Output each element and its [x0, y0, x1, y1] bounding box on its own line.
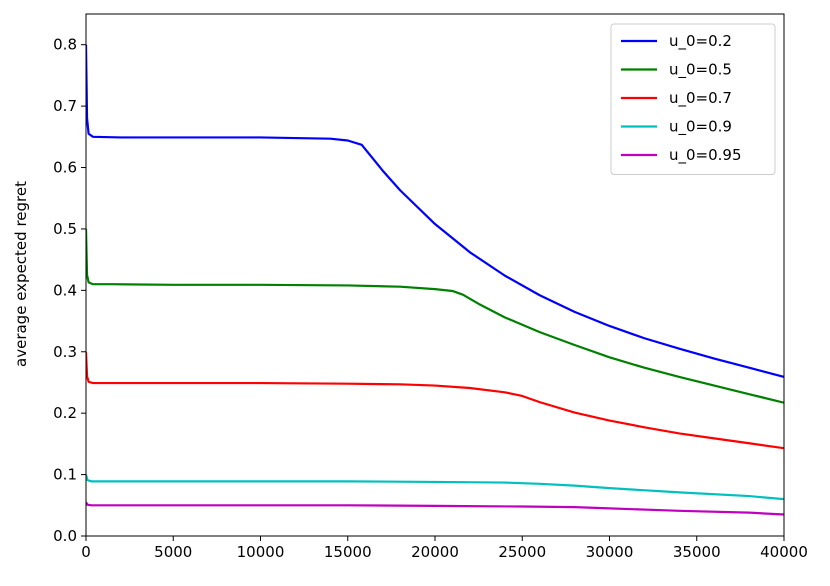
legend-label: u_0=0.9 — [669, 118, 732, 137]
series-line-2 — [86, 228, 784, 404]
legend-box — [610, 23, 776, 175]
x-tick-label: 30000 — [586, 543, 634, 561]
x-tick-label: 0 — [81, 543, 91, 561]
x-tick-label: 40000 — [760, 543, 808, 561]
series-line-3 — [86, 351, 784, 450]
x-tick-label: 15000 — [324, 543, 372, 561]
x-tick-label: 5000 — [154, 543, 192, 561]
y-tick-label: 0.2 — [53, 404, 77, 422]
legend-label: u_0=0.7 — [669, 89, 732, 108]
series-line-4 — [86, 474, 784, 501]
legend-label: u_0=0.2 — [669, 32, 732, 51]
series-line-5 — [86, 501, 784, 516]
y-tick-label: 0.3 — [53, 343, 77, 361]
legend-label: u_0=0.95 — [669, 146, 742, 165]
y-tick-label: 0.1 — [53, 466, 77, 484]
legend: u_0=0.2 u_0=0.5 u_0=0.7 u_0=0.9 u_0=0.95 — [610, 23, 776, 175]
x-tick-label: 25000 — [498, 543, 546, 561]
x-tick-label: 35000 — [673, 543, 721, 561]
y-axis: 0.0 0.1 0.2 0.3 0.4 0.5 0.6 0.7 0.8 — [53, 36, 86, 545]
y-axis-label: average expected regret — [12, 181, 30, 367]
y-tick-label: 0.5 — [53, 220, 77, 238]
y-tick-label: 0.4 — [53, 281, 77, 299]
x-tick-label: 20000 — [411, 543, 459, 561]
y-tick-label: 0.8 — [53, 36, 77, 54]
x-tick-label: 10000 — [237, 543, 285, 561]
series-lines — [86, 44, 784, 516]
y-tick-label: 0.7 — [53, 97, 77, 115]
series-line-1 — [86, 44, 784, 379]
y-tick-label: 0.6 — [53, 159, 77, 177]
x-axis: 0 5000 10000 15000 20000 25000 30000 35000 40000 — [81, 536, 808, 561]
legend-label: u_0=0.5 — [669, 61, 732, 80]
y-tick-label: 0.0 — [53, 527, 77, 545]
